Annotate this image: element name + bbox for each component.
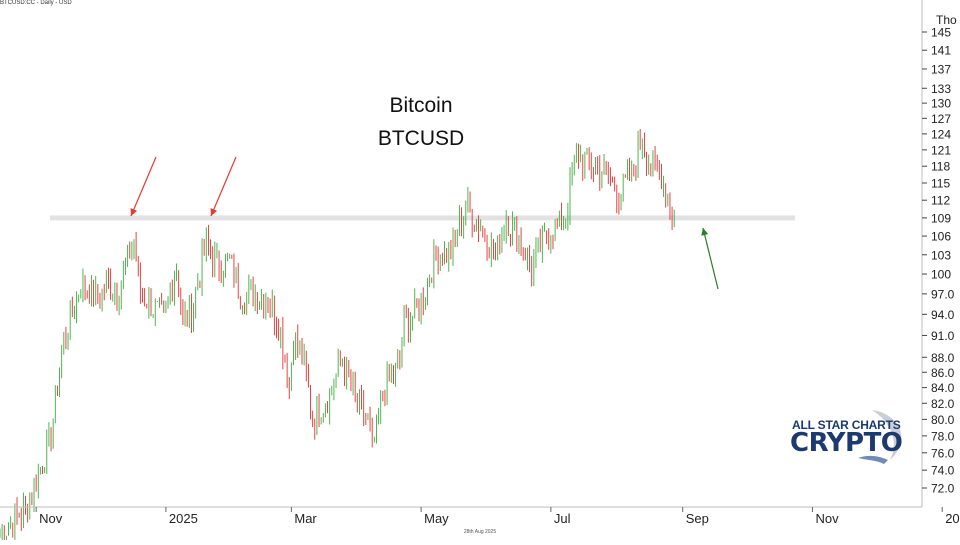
y-tick-label: 76.0 [931,446,955,460]
x-tick-label: 2025 [169,511,198,526]
y-tick-label: 91.0 [931,329,955,343]
x-tick-label: 202 [945,511,960,526]
red-arrow-1 [130,156,157,217]
y-axis-unit: Tho [936,13,957,27]
x-tick-label: Nov [39,511,63,526]
y-tick-label: 130 [931,97,951,111]
y-tick-label: 145 [931,26,951,40]
x-tick-label: Nov [815,511,839,526]
y-tick-label: 86.0 [931,366,955,380]
y-tick-label: 124 [931,127,951,141]
y-tick-label: 94.0 [931,308,955,322]
y-tick-label: 141 [931,44,951,58]
y-tick-label: 82.0 [931,397,955,411]
y-tick-label: 109 [931,211,951,225]
resistance-band-group [50,215,795,221]
resistance-band [50,215,795,221]
x-tick-label: Jul [554,511,571,526]
y-tick-label: 88.0 [931,351,955,365]
y-tick-label: 137 [931,62,951,76]
y-tick-label: 121 [931,143,951,157]
y-tick-label: 97.0 [931,287,955,301]
y-tick-label: 133 [931,82,951,96]
y-tick-label: 100 [931,268,951,282]
y-tick-label: 106 [931,230,951,244]
symbol-label: BTCUSD:CC - Daily - USD [0,0,72,6]
brand-logo: ALL STAR CHARTS CRYPTO [788,408,910,468]
x-tick-label: Sep [686,511,709,526]
y-tick-label: 127 [931,112,951,126]
y-tick-label: 112 [931,194,950,208]
arrows-group [130,156,719,290]
y-tick-label: 72.0 [931,482,955,496]
x-tick-label: May [424,511,449,526]
candles-group [0,129,675,545]
chart-subtitle: BTCUSD [378,127,464,150]
logo-line2: CRYPTO [790,428,903,458]
y-tick-label: 103 [931,248,951,262]
green-arrow [701,227,719,290]
footer-date: 28th Aug 2025 [463,529,497,535]
y-tick-label: 74.0 [931,464,955,478]
logo-swoosh-icon [858,410,902,464]
x-tick-label: Mar [294,511,317,526]
chart-title: Bitcoin [389,94,452,117]
y-tick-label: 84.0 [931,381,955,395]
y-tick-label: 115 [931,176,950,190]
y-tick-label: 78.0 [931,429,955,443]
y-tick-label: 118 [931,160,950,174]
logo-line1: ALL STAR CHARTS [792,418,901,432]
red-arrow-2 [210,156,237,217]
y-tick-label: 80.0 [931,413,955,427]
